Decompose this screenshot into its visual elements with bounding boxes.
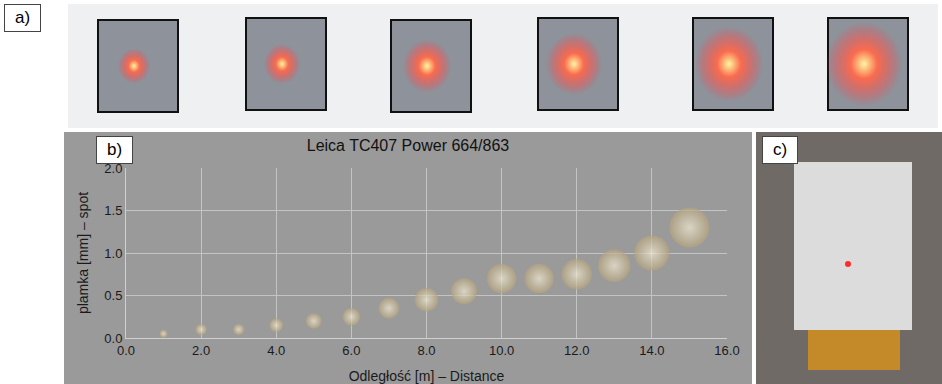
svg-text:10.0: 10.0: [489, 343, 514, 358]
svg-text:8.0: 8.0: [417, 343, 435, 358]
svg-text:2.0: 2.0: [104, 160, 123, 176]
svg-text:Leica TC407 Power 664/863: Leica TC407 Power 664/863: [307, 137, 510, 154]
svg-text:2.0: 2.0: [192, 343, 210, 358]
html-text:c): c): [773, 140, 788, 159]
svg-text:1.5: 1.5: [104, 203, 122, 218]
svg-text:0.0: 0.0: [117, 343, 135, 358]
svg-text:plamka [mm] – spot: plamka [mm] – spot: [75, 192, 91, 314]
svg-text:Odległość [m] – Distance: Odległość [m] – Distance: [349, 368, 505, 384]
html-text:b): b): [107, 140, 123, 159]
svg-text:16.0: 16.0: [714, 343, 739, 358]
html-text:a): a): [15, 8, 31, 27]
svg-text:1.0: 1.0: [104, 246, 122, 261]
svg-text:14.0: 14.0: [639, 343, 664, 358]
svg-text:0.5: 0.5: [104, 288, 122, 303]
svg-text:6.0: 6.0: [342, 343, 360, 358]
svg-text:12.0: 12.0: [564, 343, 589, 358]
svg-text:0.0: 0.0: [104, 331, 122, 346]
svg-text:4.0: 4.0: [267, 343, 285, 358]
